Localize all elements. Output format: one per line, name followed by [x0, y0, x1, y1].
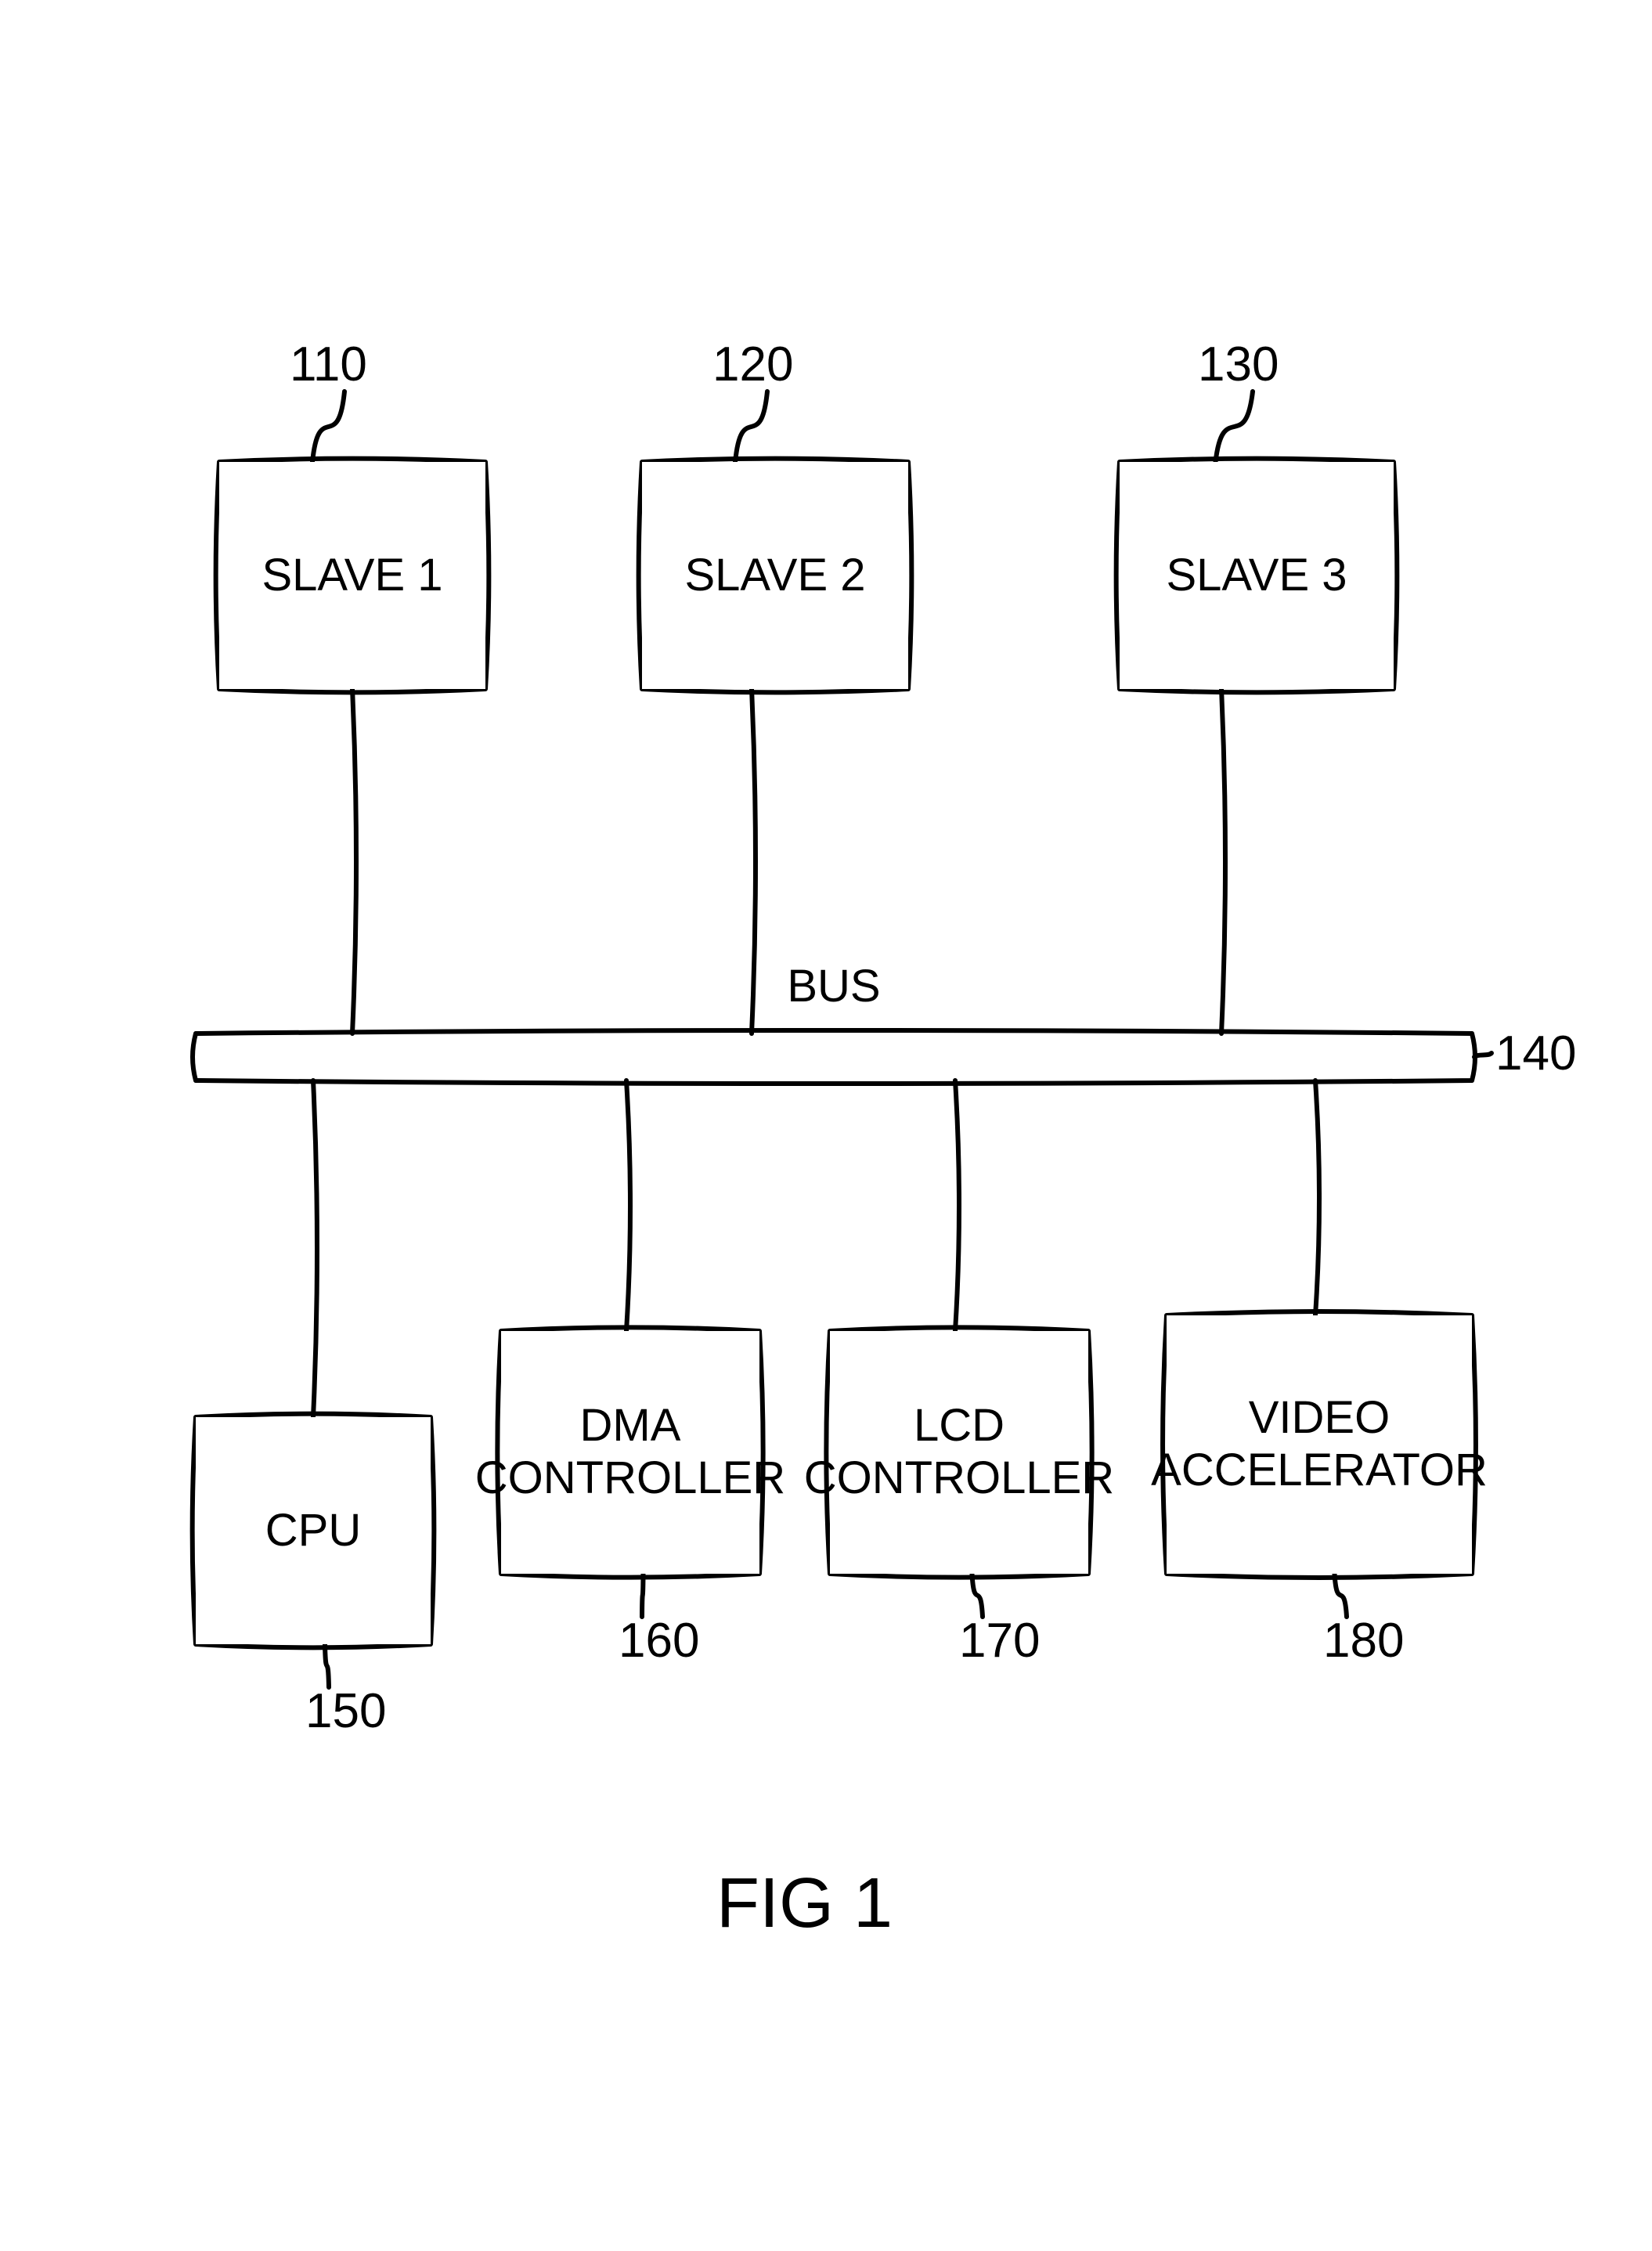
video-box: VIDEO ACCELERATOR [1167, 1315, 1472, 1574]
slave1-ref: 110 [290, 337, 367, 392]
cpu-ref: 150 [305, 1683, 386, 1739]
slave3-box: SLAVE 3 [1120, 462, 1394, 689]
bus-ref: 140 [1495, 1026, 1576, 1081]
video-box-label: VIDEO ACCELERATOR [1151, 1392, 1488, 1496]
bus-label: BUS [756, 947, 912, 1026]
cpu-box: CPU [196, 1417, 431, 1644]
dma-box: DMA CONTROLLER [501, 1331, 759, 1574]
video-ref: 180 [1323, 1613, 1404, 1668]
slave3-ref: 130 [1198, 337, 1279, 392]
slave3-box-label: SLAVE 3 [1166, 550, 1347, 602]
dma-box-label: DMA CONTROLLER [475, 1400, 785, 1504]
lcd-box: LCD CONTROLLER [830, 1331, 1088, 1574]
figure-label: FIG 1 [716, 1863, 893, 1944]
lcd-ref: 170 [959, 1613, 1040, 1668]
slave2-ref: 120 [712, 337, 793, 392]
dma-ref: 160 [619, 1613, 699, 1668]
slave2-box: SLAVE 2 [642, 462, 908, 689]
slave1-box: SLAVE 1 [219, 462, 485, 689]
lcd-box-label: LCD CONTROLLER [804, 1400, 1114, 1504]
slave2-box-label: SLAVE 2 [684, 550, 865, 602]
slave1-box-label: SLAVE 1 [262, 550, 442, 602]
cpu-box-label: CPU [265, 1505, 361, 1557]
